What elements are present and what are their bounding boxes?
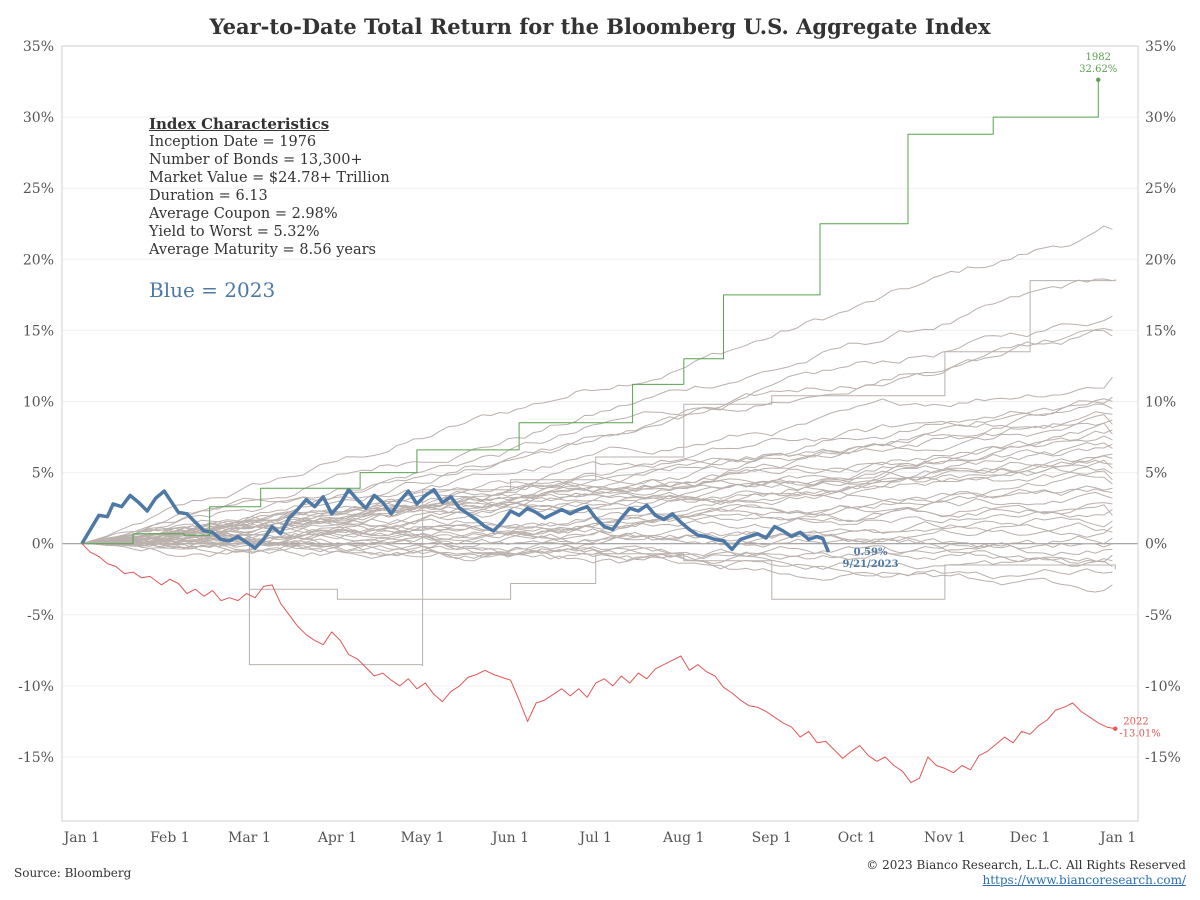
x-tick-label: Jul 1 [578, 830, 612, 846]
series-end-point-2022 [1113, 726, 1118, 731]
background-year-line [81, 419, 1113, 545]
background-year-line [81, 411, 1113, 545]
background-year-line [81, 488, 1113, 545]
market-value-line: Market Value = $24.78+ Trillion [149, 170, 390, 186]
index-characteristics-box: Index Characteristics Inception Date = 1… [149, 115, 390, 259]
y-tick-label-left: 20% [23, 252, 54, 268]
average-coupon-line: Average Coupon = 2.98% [149, 206, 338, 222]
y-tick-label-left: -15% [18, 750, 54, 766]
background-year-line [81, 539, 1113, 563]
end-label-2023-value: 0.59% [854, 547, 888, 558]
blue-legend-note: Blue = 2023 [149, 278, 276, 302]
inception-date-line: Inception Date = 1976 [149, 134, 317, 150]
background-year-line [81, 530, 1113, 554]
y-tick-label-right: 5% [1145, 466, 1167, 482]
background-year-line [81, 539, 1113, 570]
index-characteristics-heading: Index Characteristics [149, 115, 330, 133]
x-tick-label: Jan 1 [62, 830, 100, 846]
y-tick-label-left: 35% [23, 39, 54, 55]
grid-layer [62, 45, 1138, 758]
background-year-line [81, 398, 1113, 545]
copyright-block: © 2023 Bianco Research, L.L.C. All Right… [866, 858, 1186, 888]
series-line-1982 [81, 79, 1099, 545]
website-link[interactable]: https://www.biancoresearch.com/ [982, 873, 1186, 887]
y-tick-label-left: -5% [27, 608, 54, 624]
plot-frame [61, 45, 1139, 822]
background-year-line [81, 537, 1113, 565]
series-line-2023 [80, 487, 831, 553]
y-tick-label-right: 35% [1145, 39, 1176, 55]
end-label-2022-value: -13.01% [1119, 729, 1161, 740]
end-label-2022-year: 2022 [1123, 717, 1148, 728]
x-tick-label: Aug 1 [662, 830, 704, 846]
x-tick-label: Jun 1 [490, 830, 529, 846]
x-tick-label: Apr 1 [317, 830, 357, 846]
series-line-2022 [81, 543, 1116, 784]
background-year-line [81, 543, 1116, 600]
end-label-1982-value: 32.62% [1079, 64, 1117, 75]
background-year-line [81, 327, 1113, 545]
series-end-point-1982 [1096, 77, 1101, 83]
background-year-line [81, 315, 1113, 545]
background-year-line [81, 516, 1113, 550]
y-tick-label-left: 0% [32, 537, 54, 553]
source-note: Source: Bloomberg [14, 866, 132, 880]
end-label-2023-date: 9/21/2023 [843, 559, 899, 570]
background-year-line [81, 329, 1113, 545]
y-tick-label-right: -15% [1145, 750, 1181, 766]
y-tick-label-right: 25% [1145, 181, 1176, 197]
end-label-1982-year: 1982 [1086, 52, 1111, 63]
y-tick-label-left: 5% [32, 466, 54, 482]
y-tick-label-right: 30% [1145, 110, 1176, 126]
x-tick-label: Oct 1 [838, 830, 876, 846]
y-tick-label-right: 10% [1145, 395, 1176, 411]
background-year-line [81, 540, 1113, 580]
y-tick-label-right: 0% [1145, 537, 1167, 553]
x-tick-label: Sep 1 [752, 830, 792, 846]
highlight-years-layer [80, 77, 1118, 784]
background-year-line [81, 535, 1113, 567]
x-tick-label: Jan 1 [1098, 830, 1136, 846]
x-tick-label: Dec 1 [1010, 830, 1051, 846]
chart-title: Year-to-Date Total Return for the Bloomb… [209, 14, 991, 39]
background-year-line [81, 435, 1113, 545]
background-years-layer [81, 225, 1116, 666]
y-tick-label-left: 25% [23, 181, 54, 197]
y-tick-label-right: -10% [1145, 679, 1181, 695]
average-maturity-line: Average Maturity = 8.56 years [149, 242, 377, 258]
x-tick-label: Nov 1 [924, 830, 966, 846]
copyright-text: © 2023 Bianco Research, L.L.C. All Right… [866, 858, 1186, 872]
y-tick-label-left: 10% [23, 395, 54, 411]
background-year-line [81, 531, 1113, 554]
y-tick-label-right: 20% [1145, 252, 1176, 268]
yield-to-worst-line: Yield to Worst = 5.32% [149, 224, 320, 240]
y-tick-label-left: -10% [18, 679, 54, 695]
background-year-line [81, 376, 1113, 545]
x-tick-label: Feb 1 [150, 830, 190, 846]
duration-line: Duration = 6.13 [149, 188, 268, 204]
x-tick-label: Mar 1 [228, 830, 271, 846]
y-tick-label-right: 15% [1145, 323, 1176, 339]
background-year-line [81, 278, 1113, 545]
y-tick-label-right: -5% [1145, 608, 1172, 624]
axes-layer: 35% 35% 30% 30% 25% 25% 20% 20% 15% 15% 10% 10% 5% 5%… [18, 39, 1181, 846]
background-year-line [81, 422, 1113, 545]
background-year-line [81, 225, 1113, 545]
x-tick-label: May 1 [401, 830, 445, 846]
background-year-line [81, 540, 1113, 593]
background-year-line [81, 279, 1116, 666]
background-year-line [81, 443, 1113, 545]
y-tick-label-left: 15% [23, 323, 54, 339]
y-tick-label-left: 30% [23, 110, 54, 126]
number-of-bonds-line: Number of Bonds = 13,300+ [149, 152, 363, 168]
